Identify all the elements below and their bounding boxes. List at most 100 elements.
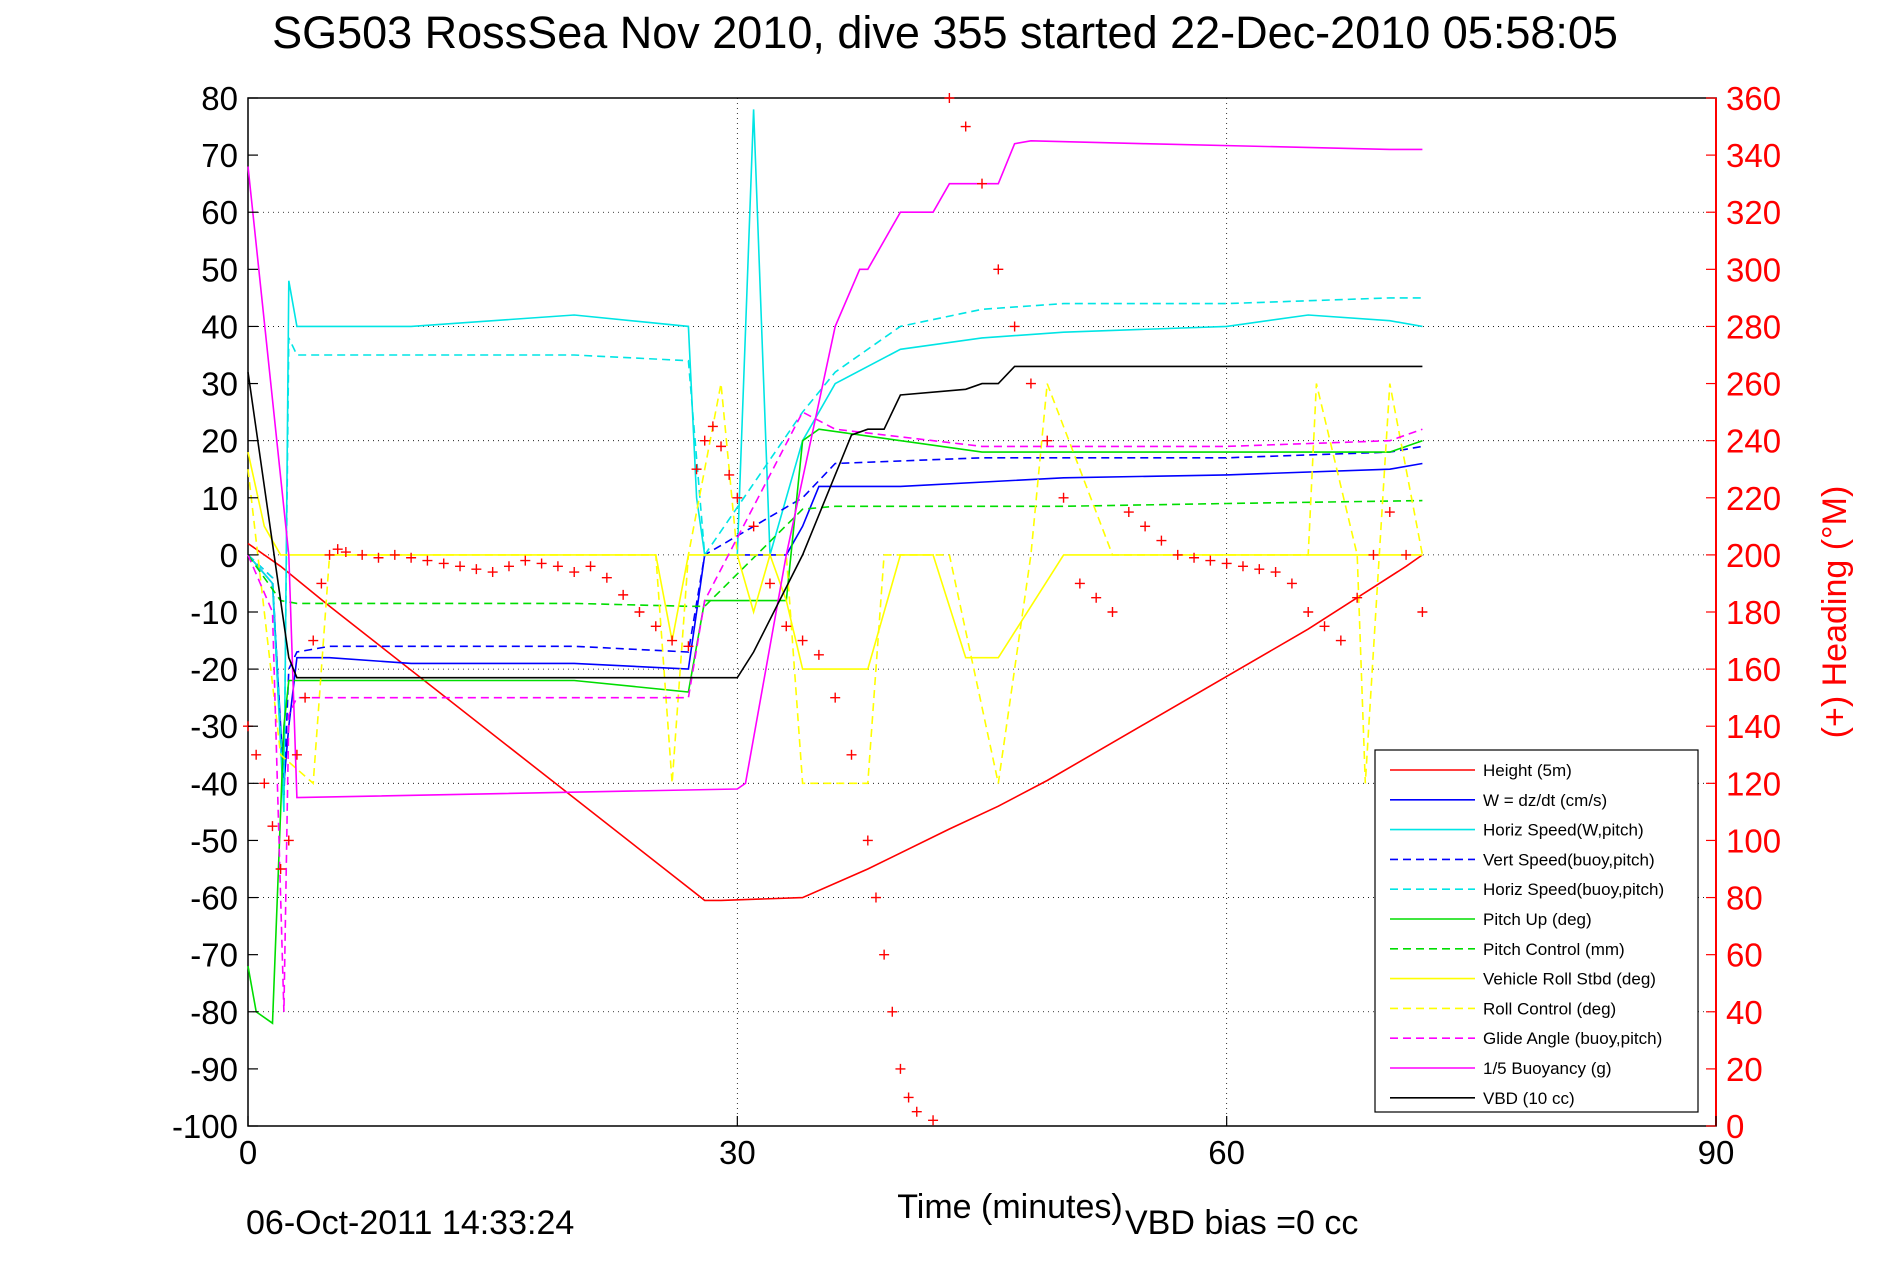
heading-point bbox=[830, 692, 841, 703]
legend-label: Horiz Speed(W,pitch) bbox=[1483, 821, 1644, 840]
heading-point bbox=[634, 607, 645, 617]
y-tick-label: 80 bbox=[201, 80, 238, 117]
legend-label: VBD (10 cc) bbox=[1483, 1089, 1575, 1108]
y-tick-label: -40 bbox=[190, 765, 238, 802]
legend-label: Vert Speed(buoy,pitch) bbox=[1483, 850, 1655, 869]
heading-point bbox=[764, 578, 775, 589]
heading-point bbox=[389, 549, 400, 560]
chart-title: SG503 RossSea Nov 2010, dive 355 started… bbox=[272, 7, 1618, 58]
y-tick-label: 60 bbox=[201, 194, 238, 231]
y2-tick-label: 20 bbox=[1726, 1051, 1763, 1088]
heading-point bbox=[259, 778, 270, 789]
heading-point bbox=[601, 572, 612, 583]
heading-point bbox=[471, 564, 482, 575]
heading-point bbox=[993, 264, 1004, 275]
y-tick-label: -60 bbox=[190, 880, 238, 917]
heading-point bbox=[813, 649, 824, 660]
y2-tick-label: 60 bbox=[1726, 937, 1763, 974]
x-axis-label: Time (minutes) bbox=[897, 1188, 1122, 1226]
heading-point bbox=[960, 121, 971, 132]
legend: Height (5m) W = dz/dt (cm/s) Horiz Speed(W… bbox=[1374, 749, 1699, 1113]
heading-point bbox=[316, 578, 327, 589]
heading-point bbox=[862, 835, 873, 846]
y-tick-label: 40 bbox=[201, 308, 238, 345]
y2-tick-label: 340 bbox=[1726, 137, 1781, 174]
y-tick-label: -90 bbox=[190, 1051, 238, 1088]
heading-point bbox=[324, 549, 335, 560]
heading-point bbox=[1237, 561, 1248, 572]
heading-point bbox=[1221, 558, 1232, 569]
heading-point bbox=[1123, 507, 1134, 518]
heading-markers bbox=[243, 93, 1428, 1126]
heading-point bbox=[455, 561, 466, 572]
x-tick-label: 30 bbox=[719, 1134, 756, 1171]
series-line-9 bbox=[247, 411, 1423, 1012]
heading-point bbox=[1254, 564, 1265, 575]
heading-point bbox=[251, 749, 262, 760]
y-tick-label: 50 bbox=[201, 251, 238, 288]
series-line-6 bbox=[247, 499, 1423, 608]
series-line-0 bbox=[247, 542, 1423, 902]
y-tick-label: -10 bbox=[190, 594, 238, 631]
y-tick-label: 30 bbox=[201, 366, 238, 403]
y2-tick-label: 140 bbox=[1726, 708, 1781, 745]
heading-point bbox=[1042, 435, 1053, 446]
heading-point bbox=[1074, 578, 1085, 589]
y-tick-label: 0 bbox=[220, 537, 238, 574]
heading-point bbox=[1401, 549, 1412, 560]
y2-tick-label: 320 bbox=[1726, 194, 1781, 231]
heading-point bbox=[422, 555, 433, 566]
heading-point bbox=[300, 692, 311, 703]
x-tick-label: 0 bbox=[239, 1134, 257, 1171]
series-line-5 bbox=[247, 428, 1423, 1025]
heading-point bbox=[879, 949, 890, 960]
heading-point bbox=[691, 464, 702, 475]
y2-tick-label: 80 bbox=[1726, 880, 1763, 917]
legend-box bbox=[1374, 749, 1699, 1113]
heading-point bbox=[1156, 535, 1167, 546]
legend-label: 1/5 Buoyancy (g) bbox=[1483, 1059, 1612, 1078]
heading-point bbox=[699, 435, 710, 446]
y2-tick-label: 260 bbox=[1726, 366, 1781, 403]
series-line-11 bbox=[247, 365, 1423, 679]
series-line-10 bbox=[247, 139, 1423, 799]
heading-point bbox=[903, 1092, 914, 1103]
heading-point bbox=[732, 492, 743, 503]
y2-tick-label: 200 bbox=[1726, 537, 1781, 574]
heading-point bbox=[1172, 549, 1183, 560]
heading-point bbox=[887, 1006, 898, 1017]
heading-point bbox=[748, 521, 759, 532]
heading-point bbox=[1140, 521, 1151, 532]
y2-tick-label: 40 bbox=[1726, 994, 1763, 1031]
legend-label: Roll Control (deg) bbox=[1483, 999, 1616, 1018]
heading-point bbox=[618, 589, 629, 600]
y-tick-label: 70 bbox=[201, 137, 238, 174]
heading-point bbox=[283, 835, 294, 846]
heading-point bbox=[977, 178, 987, 189]
heading-point bbox=[895, 1063, 906, 1074]
heading-point bbox=[357, 549, 368, 560]
heading-point bbox=[1009, 321, 1020, 332]
y2-tick-label: 100 bbox=[1726, 822, 1781, 859]
heading-point bbox=[1368, 549, 1379, 560]
heading-point bbox=[552, 561, 563, 572]
y-tick-label: -80 bbox=[190, 994, 238, 1031]
timestamp-label: 06-Oct-2011 14:33:24 bbox=[246, 1204, 574, 1242]
legend-label: Pitch Up (deg) bbox=[1483, 910, 1592, 929]
y2-tick-label: 120 bbox=[1726, 765, 1781, 802]
heading-point bbox=[1058, 492, 1069, 503]
y2-tick-label: 280 bbox=[1726, 308, 1781, 345]
series-line-3 bbox=[247, 445, 1423, 795]
heading-point bbox=[870, 892, 881, 903]
heading-point bbox=[438, 558, 449, 569]
heading-point bbox=[406, 552, 417, 563]
y2-tick-label: 360 bbox=[1726, 80, 1781, 117]
heading-point bbox=[716, 441, 727, 452]
heading-point bbox=[520, 555, 531, 566]
heading-point bbox=[1417, 607, 1428, 617]
y-tick-label: -50 bbox=[190, 822, 238, 859]
vbd-bias-label: VBD bias =0 cc bbox=[1125, 1204, 1358, 1242]
y-tick-label: -100 bbox=[172, 1108, 238, 1145]
x-tick-label: 90 bbox=[1698, 1134, 1735, 1171]
heading-point bbox=[569, 567, 580, 578]
